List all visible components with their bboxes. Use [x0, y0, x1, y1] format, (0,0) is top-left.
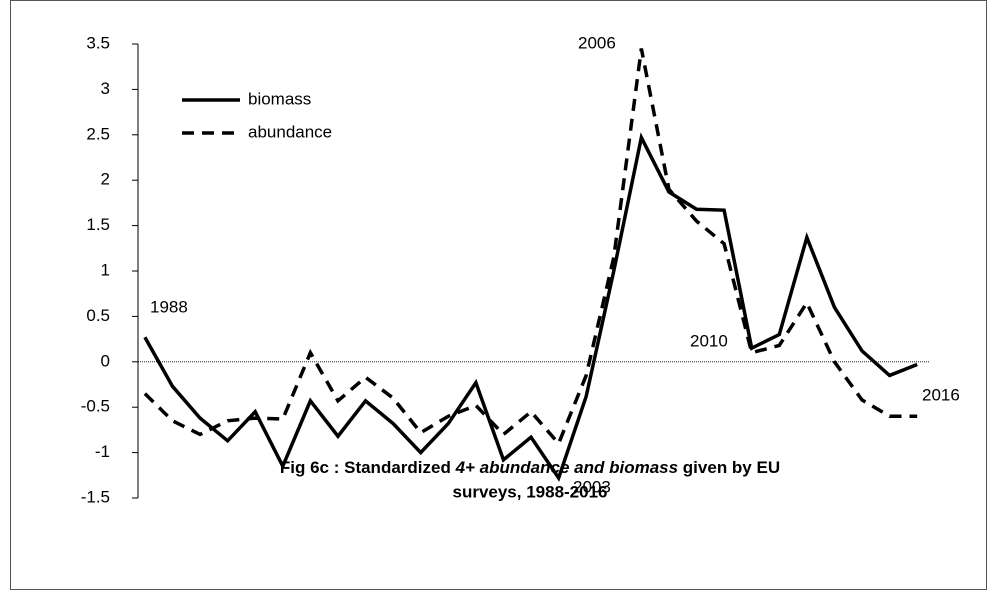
y-tick-label: 0 [101, 351, 110, 370]
legend-label: biomass [248, 89, 311, 108]
annotation: 2006 [578, 33, 616, 52]
legend-label: abundance [248, 122, 332, 141]
y-tick-label: 1 [101, 260, 110, 279]
chart-title: surveys, 1988-2016 [452, 482, 607, 501]
y-tick-label: 2 [101, 170, 110, 189]
annotation: 2003 [573, 477, 611, 496]
y-tick-label: 1.5 [86, 215, 110, 234]
y-tick-label: 0.5 [86, 306, 110, 325]
y-tick-label: 3 [101, 79, 110, 98]
series-line [143, 48, 918, 447]
annotation: 2016 [922, 385, 960, 404]
annotation: 1988 [150, 297, 188, 316]
annotation: 2010 [690, 331, 728, 350]
y-tick-label: -1 [95, 442, 110, 461]
series-line [143, 132, 918, 482]
chart-title: Fig 6c : Standardized 4+ abundance and b… [280, 458, 780, 477]
y-tick-label: -1.5 [81, 487, 110, 506]
y-tick-label: 3.5 [86, 33, 110, 52]
frame [10, 0, 987, 590]
y-tick-label: 2.5 [86, 124, 110, 143]
y-tick-label: -0.5 [81, 397, 110, 416]
